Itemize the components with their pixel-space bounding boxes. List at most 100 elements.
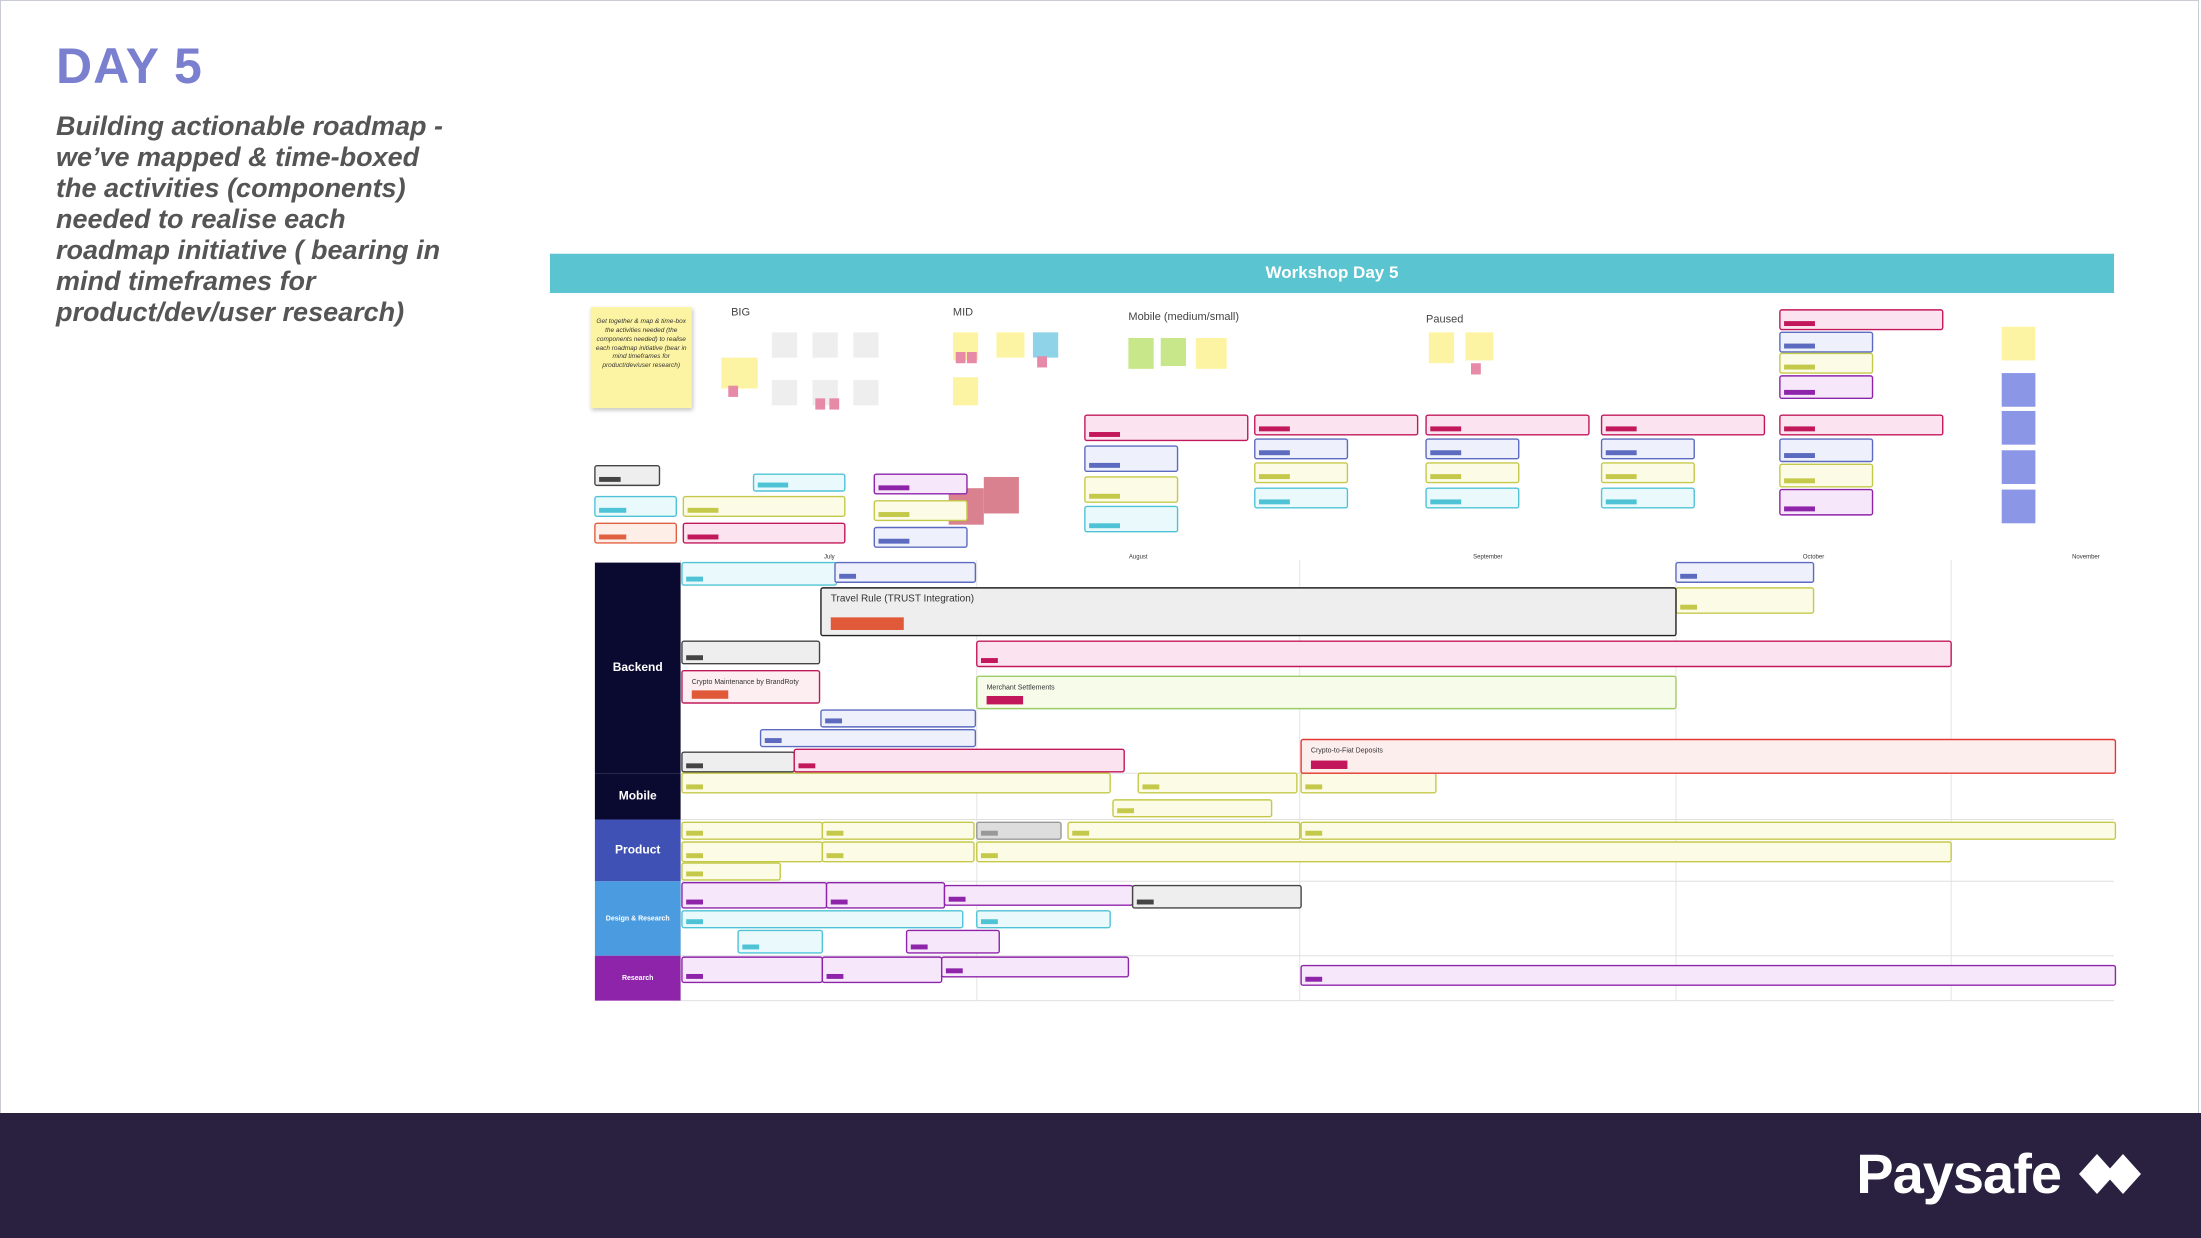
item-tag (686, 919, 703, 925)
roadmap-item (681, 561, 838, 586)
card (682, 495, 846, 517)
item-tag (910, 944, 928, 950)
sticky (1128, 337, 1154, 369)
card-tag (687, 507, 719, 513)
roadmap-item (1067, 821, 1301, 840)
sticky-note-text: Get together & map & time-box the activi… (595, 318, 687, 370)
card (1779, 331, 1874, 353)
sticky (721, 357, 758, 389)
board-header (549, 253, 2115, 294)
title: DAY 5 (56, 38, 203, 94)
roadmap-board: Workshop Day 5 Get together & map & time-… (549, 253, 2117, 1002)
item-tag (1305, 976, 1323, 982)
card (1254, 487, 1349, 509)
sticky (2001, 489, 2036, 524)
item-tag (764, 738, 782, 744)
month-label: August (1129, 555, 1148, 561)
roadmap-item (681, 640, 821, 665)
roadmap-item (940, 956, 1130, 978)
card (682, 522, 846, 544)
item-tag (1680, 604, 1698, 610)
month-label: September (1473, 555, 1502, 561)
roadmap-item (1675, 561, 1815, 583)
sticky (952, 377, 979, 406)
logo: Paysafe (1856, 1141, 2141, 1206)
item-tag (686, 853, 703, 859)
roadmap-item (943, 884, 1134, 906)
sticky (2001, 373, 2036, 407)
roadmap-item (1131, 884, 1302, 909)
roadmap-item (681, 882, 828, 909)
row-label-bg (594, 819, 681, 882)
row-label-bg (594, 955, 681, 1001)
tag (966, 352, 977, 364)
card-tag (1258, 450, 1290, 456)
card-tag (1784, 478, 1815, 484)
item-tag (1305, 784, 1323, 790)
card (873, 526, 968, 548)
card-tag (1605, 450, 1637, 456)
card-tag (1605, 474, 1637, 480)
card (1425, 438, 1520, 460)
roadmap-item (1300, 772, 1437, 794)
month-label: October (1803, 555, 1824, 561)
card (1600, 487, 1695, 509)
card-tag (599, 534, 627, 540)
sticky (2001, 326, 2036, 361)
roadmap-item (681, 772, 1111, 794)
tag (1037, 356, 1047, 368)
roadmap-item (759, 728, 977, 748)
item-tag (686, 784, 703, 790)
card-tag (687, 534, 719, 540)
card-tag (878, 538, 910, 544)
roadmap-bar (820, 587, 1677, 637)
card (1779, 352, 1874, 374)
item-tag (686, 576, 703, 582)
roadmap-item (737, 929, 824, 954)
card-tag (1258, 474, 1290, 480)
card-tag (878, 512, 910, 517)
card-tag (1089, 523, 1120, 529)
card (1425, 414, 1590, 436)
item-tag (980, 919, 998, 925)
card-tag (1605, 426, 1637, 432)
tag (955, 352, 966, 364)
sticky (1032, 332, 1059, 358)
roadmap-item (976, 841, 1952, 863)
card (873, 473, 968, 495)
item-tag (1136, 899, 1154, 905)
item-tag (1117, 808, 1135, 814)
item-tag (686, 830, 703, 836)
card-tag (1784, 506, 1815, 512)
card (1425, 487, 1520, 509)
item-tag (826, 973, 844, 979)
roadmap-bar (976, 675, 1677, 710)
roadmap-item (681, 862, 781, 881)
item-tag (830, 899, 848, 905)
bar-tag (986, 695, 1024, 705)
item-tag (686, 655, 703, 661)
card (1600, 438, 1695, 460)
card-tag (1430, 450, 1462, 456)
item-tag (980, 853, 998, 859)
footer: Paysafe (0, 1113, 2201, 1238)
roadmap-item (793, 748, 1125, 773)
card-tag (1430, 499, 1462, 505)
row-label: Design & Research (606, 915, 670, 922)
roadmap-item (976, 640, 1952, 668)
item-tag (980, 830, 998, 836)
card-tag (1089, 462, 1120, 468)
roadmap-item (681, 910, 964, 929)
item-tag (826, 830, 844, 836)
bar-tag (1310, 760, 1348, 769)
item-tag (686, 763, 703, 769)
row-label: Research (622, 975, 654, 982)
sticky (853, 332, 879, 358)
card-tag (1784, 389, 1815, 395)
sticky (1428, 332, 1455, 364)
roadmap-item (976, 910, 1111, 929)
item-tag (948, 896, 966, 902)
logo-mark (2079, 1153, 2141, 1194)
roadmap-item (681, 751, 795, 773)
bar-label: Merchant Settlements (987, 684, 1056, 691)
